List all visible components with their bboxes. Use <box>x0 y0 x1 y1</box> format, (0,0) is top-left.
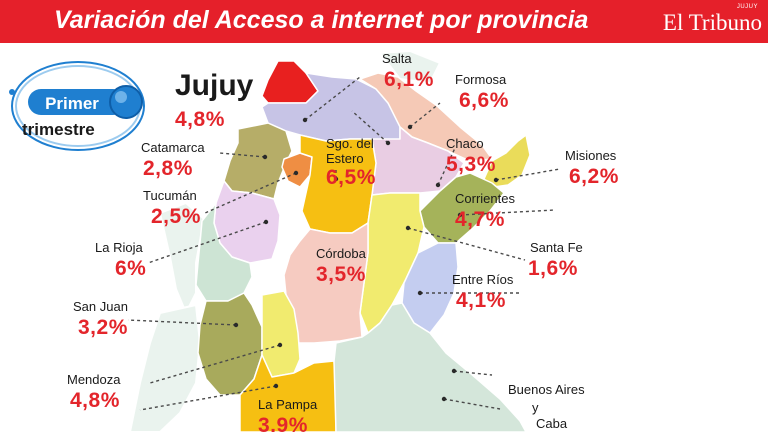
leader-dot <box>407 124 413 130</box>
province-map <box>127 49 561 432</box>
neighbor-country-3 <box>378 49 442 85</box>
leader-dot <box>277 342 283 348</box>
leader-dot <box>441 396 447 402</box>
province-name-mendoza: Mendoza <box>67 372 121 387</box>
province-tucuman <box>281 152 313 188</box>
leader-line <box>437 147 456 186</box>
province-value-cordoba: 3,5% <box>316 263 366 286</box>
leader-line <box>204 172 297 214</box>
province-name-chaco: Chaco <box>446 136 484 151</box>
province-value-entre-rios: 4,1% <box>456 289 506 312</box>
province-buenos-aires-y-caba <box>333 302 527 432</box>
province-name-buenos-aires-line-3: Caba <box>536 416 568 431</box>
province-name-corrientes: Corrientes <box>455 191 515 206</box>
province-name-la-rioja: La Rioja <box>95 240 143 255</box>
province-name-la-pampa: La Pampa <box>258 397 318 412</box>
leader-dot <box>435 182 441 188</box>
leader-dot <box>451 368 457 374</box>
chart-title: Variación del Acceso a internet por prov… <box>54 6 589 34</box>
province-value-tucuman: 2,5% <box>151 205 201 228</box>
province-name-sgo-del-estero: Sgo. del Estero <box>326 136 374 166</box>
header-banner: Variación del Acceso a internet por prov… <box>0 0 768 43</box>
badge-line2: trimestre <box>22 120 95 139</box>
brand-name: El Tribuno <box>662 10 762 35</box>
province-name-jujuy: Jujuy <box>175 69 254 102</box>
province-value-jujuy: 4,8% <box>175 108 225 131</box>
leader-line <box>219 152 266 158</box>
province-entre-rios <box>401 242 459 334</box>
leader-line <box>407 227 526 261</box>
province-value-chaco: 5,3% <box>446 153 496 176</box>
province-name-salta: Salta <box>382 51 412 66</box>
province-value-santa-fe: 1,6% <box>528 257 578 280</box>
province-value-sgo-del-estero: 6,5% <box>326 166 376 189</box>
province-value-catamarca: 2,8% <box>143 157 193 180</box>
period-badge: Primer trimestre <box>4 48 154 158</box>
province-jujuy <box>261 60 319 104</box>
brand-subtitle: JUJUY <box>736 4 758 10</box>
badge-line1: Primer <box>45 94 99 113</box>
province-value-mendoza: 4,8% <box>70 389 120 412</box>
leader-dot <box>302 117 308 123</box>
leader-dot <box>233 322 239 328</box>
province-name-cordoba: Córdoba <box>316 246 366 261</box>
leader-dot <box>262 154 268 160</box>
leader-dot <box>405 225 411 231</box>
leader-dot <box>417 290 423 296</box>
leader-line <box>459 209 556 216</box>
badge-graphic <box>9 61 145 151</box>
province-name-formosa: Formosa <box>455 72 507 87</box>
leader-line <box>139 385 277 411</box>
leader-dot <box>333 176 339 182</box>
leader-line <box>351 110 389 144</box>
province-name-buenos-aires-line-2: y <box>532 400 539 415</box>
province-san-luis <box>261 290 301 378</box>
leader-line <box>453 370 493 376</box>
leader-line <box>127 319 237 326</box>
leader-dot <box>493 177 499 183</box>
province-value-misiones: 6,2% <box>569 165 619 188</box>
province-formosa <box>359 72 493 162</box>
province-value-la-rioja: 6% <box>115 257 147 280</box>
province-catamarca <box>223 122 293 200</box>
province-name-catamarca: Catamarca <box>141 140 205 155</box>
province-name-buenos-aires-line-1: Buenos Aires <box>508 382 585 397</box>
province-name-misiones: Misiones <box>565 148 617 163</box>
neighbor-country-1 <box>158 201 206 316</box>
province-san-juan <box>195 202 253 302</box>
leader-line <box>409 102 441 128</box>
leader-dot <box>263 219 269 225</box>
province-name-san-juan: San Juan <box>73 299 128 314</box>
leader-dot <box>457 212 463 218</box>
province-value-la-pampa: 3,9% <box>258 414 308 432</box>
province-value-salta: 6,1% <box>384 68 434 91</box>
leader-dot <box>293 170 299 176</box>
leader-dot <box>273 383 279 389</box>
province-cordoba <box>283 222 369 344</box>
province-value-san-juan: 3,2% <box>78 316 128 339</box>
province-la-pampa <box>239 354 337 432</box>
province-value-corrientes: 4,7% <box>455 208 505 231</box>
province-name-entre-rios: Entre Ríos <box>452 272 514 287</box>
leader-line <box>147 221 267 264</box>
brand-logo: JUJUY El Tribuno <box>642 4 762 40</box>
leader-dot <box>385 140 391 146</box>
leader-line <box>495 168 561 181</box>
province-name-tucuman: Tucumán <box>143 188 197 203</box>
leader-line <box>149 344 281 384</box>
province-value-formosa: 6,6% <box>459 89 509 112</box>
neighbor-country-2 <box>128 303 202 432</box>
province-name-santa-fe: Santa Fe <box>530 240 583 255</box>
